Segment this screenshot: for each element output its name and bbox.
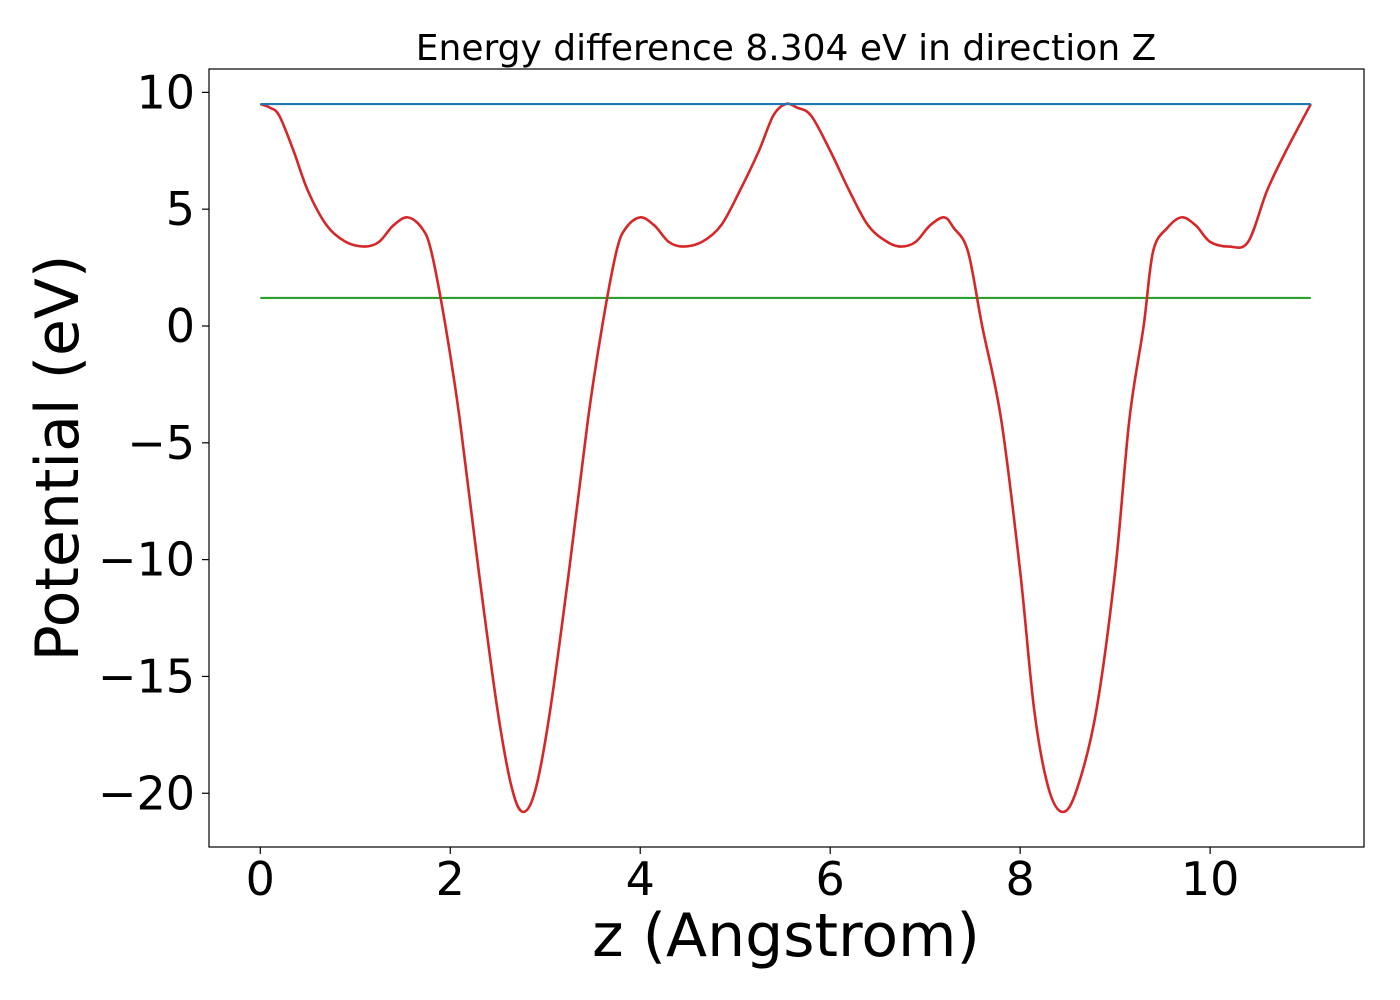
x-tick-label: 0 xyxy=(246,852,275,906)
x-tick-label: 4 xyxy=(626,852,655,906)
plot-frame xyxy=(208,68,1365,848)
y-axis-label: Potential (eV) xyxy=(23,255,93,662)
series-layer xyxy=(259,102,1312,814)
x-tick-label: 6 xyxy=(816,852,845,906)
x-tick-label: 2 xyxy=(436,852,465,906)
chart-title: Energy difference 8.304 eV in direction … xyxy=(416,28,1157,69)
y-tick-label: −5 xyxy=(127,416,195,470)
tick-layer: 0 2 4 6 8 10 10 5 0 −5 −10 −15 −20 xyxy=(98,65,1239,906)
y-tick-label: 5 xyxy=(166,182,195,236)
y-tick-label: −15 xyxy=(98,649,195,703)
x-tick-label: 8 xyxy=(1006,852,1035,906)
y-tick-label: 10 xyxy=(136,65,195,119)
y-tick-label: −20 xyxy=(98,766,195,820)
y-tick-label: 0 xyxy=(166,299,195,353)
x-axis-label: z (Angstrom) xyxy=(592,901,980,971)
x-tick-label: 10 xyxy=(1181,852,1240,906)
series-line-0 xyxy=(259,102,1312,814)
y-tick-label: −10 xyxy=(98,533,195,587)
